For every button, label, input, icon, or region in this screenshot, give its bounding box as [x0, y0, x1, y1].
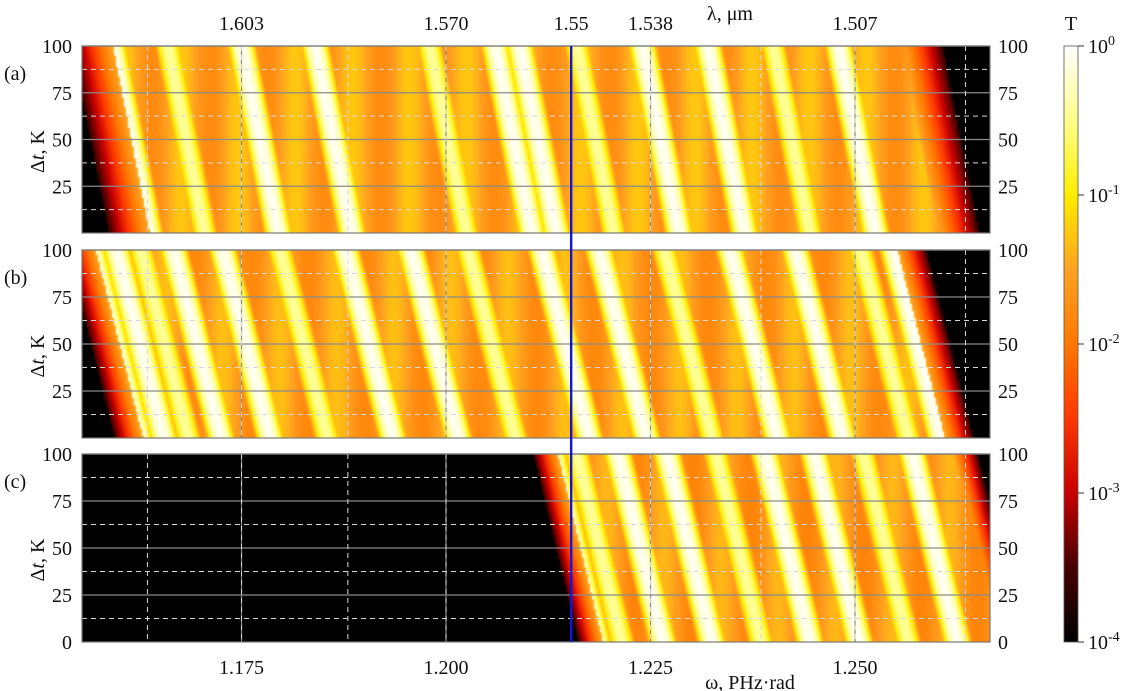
y-axis-title: Δt, K	[27, 130, 49, 173]
top-tick-label: 1.507	[833, 13, 878, 35]
panel-1: 25 25 50 50 75 75 100 100 (a) Δt, K	[4, 36, 1028, 234]
y-tick-label: 25	[52, 176, 72, 198]
x-tick-label: 1.250	[833, 657, 878, 679]
colorbar-tick-label: 10-3	[1088, 481, 1120, 505]
panel-label: (b)	[4, 267, 27, 289]
top-axis-title: λ, μm	[707, 3, 753, 25]
colorbar-tick-label: 10-4	[1088, 630, 1120, 654]
axis-labels: 1.175 1.200 1.225 1.250 ω, PHz·rad 1.603 1.570…	[219, 3, 878, 691]
y-tick-label: 50	[52, 334, 72, 356]
y-tick-label: 100	[42, 444, 72, 466]
top-tick-label: 1.570	[424, 13, 469, 35]
y-axis-title: Δt, K	[27, 334, 49, 377]
y-tick-label: 0	[62, 632, 72, 654]
colorbar-gradient	[1063, 45, 1079, 643]
colorbar-tick-label: 100	[1088, 34, 1115, 58]
y-tick-label-right: 0	[998, 632, 1008, 654]
y-tick-label-right: 100	[998, 240, 1028, 262]
colorbar-tick-label: 10-1	[1088, 183, 1120, 207]
y-tick-label-right: 100	[998, 36, 1028, 58]
y-tick-label-right: 50	[998, 538, 1018, 560]
panel-frame	[81, 453, 991, 643]
y-tick-label: 100	[42, 36, 72, 58]
panel-frame	[81, 249, 991, 439]
panel-label: (a)	[4, 63, 26, 85]
panel-frame	[81, 45, 991, 234]
y-tick-label: 100	[42, 240, 72, 262]
y-tick-label: 50	[52, 130, 72, 152]
y-tick-label: 25	[52, 585, 72, 607]
x-axis-title: ω, PHz·rad	[705, 672, 795, 691]
x-tick-label: 1.200	[424, 657, 469, 679]
y-tick-label-right: 100	[998, 444, 1028, 466]
y-axis-title: Δt, K	[27, 538, 49, 581]
top-tick-label: 1.55	[554, 13, 589, 35]
panel-label: (c)	[4, 471, 26, 493]
colorbar-tick-label: 10-2	[1088, 332, 1120, 356]
y-tick-label-right: 25	[998, 176, 1018, 198]
colorbar-title: T	[1065, 13, 1077, 35]
y-tick-label-right: 50	[998, 130, 1018, 152]
top-tick-label: 1.603	[219, 13, 264, 35]
y-tick-label: 50	[52, 538, 72, 560]
x-tick-label: 1.225	[628, 657, 673, 679]
x-tick-label: 1.175	[219, 657, 264, 679]
y-tick-label: 75	[52, 83, 72, 105]
y-tick-label: 75	[52, 287, 72, 309]
top-tick-label: 1.538	[628, 13, 673, 35]
y-tick-label-right: 25	[998, 585, 1018, 607]
panel-3: 0 0 25 25 50 50 75 75 100 100 (c) Δt, K	[4, 444, 1028, 654]
y-tick-label: 75	[52, 491, 72, 513]
y-tick-label-right: 75	[998, 83, 1018, 105]
y-tick-label: 25	[52, 381, 72, 403]
y-tick-label-right: 75	[998, 287, 1018, 309]
y-tick-label-right: 25	[998, 381, 1018, 403]
colorbar: T 100 10-1 10-2 10-3 10-4	[1063, 13, 1120, 654]
y-tick-label-right: 75	[998, 491, 1018, 513]
panel-2: 25 25 50 50 75 75 100 100 (b) Δt, K	[4, 240, 1028, 439]
y-tick-label-right: 50	[998, 334, 1018, 356]
